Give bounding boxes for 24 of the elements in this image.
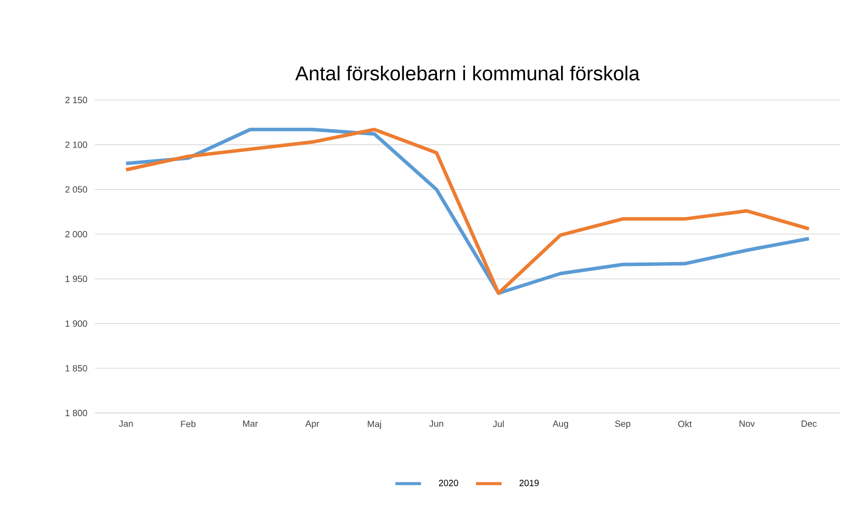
x-tick-label: Apr [305,420,320,429]
y-tick-label: 1 850 [66,365,88,372]
x-tick-label: Jan [118,420,133,427]
line-series [124,128,811,295]
y-tick-label: 2 000 [65,230,88,238]
x-tick-label: Dec [802,420,817,427]
legend-label: 2020 [438,480,458,486]
y-tick-label: 1 950 [66,276,88,282]
x-tick-label: Feb [181,420,196,428]
chart-title: Antal förskolebarn i kommunal förskola [295,66,640,80]
y-tick-label: 1 900 [66,320,88,327]
x-tick-label: Jun [429,420,444,427]
x-tick-label: Aug [552,420,568,429]
x-tick-label: Okt [678,420,692,428]
x-tick-label: Jul [492,420,504,428]
y-tick-label: 1 800 [66,410,88,416]
y-tick-label: 2 100 [65,142,88,148]
x-tick-label: Mar [243,420,258,427]
x-tick-label: Sep [615,420,630,429]
x-tick-label: Maj [368,420,382,429]
y-tick-label: 2 050 [65,186,88,193]
x-tick-label: Nov [740,420,755,427]
y-tick-label: 2 150 [65,96,88,104]
legend-label: 2019 [520,480,539,486]
